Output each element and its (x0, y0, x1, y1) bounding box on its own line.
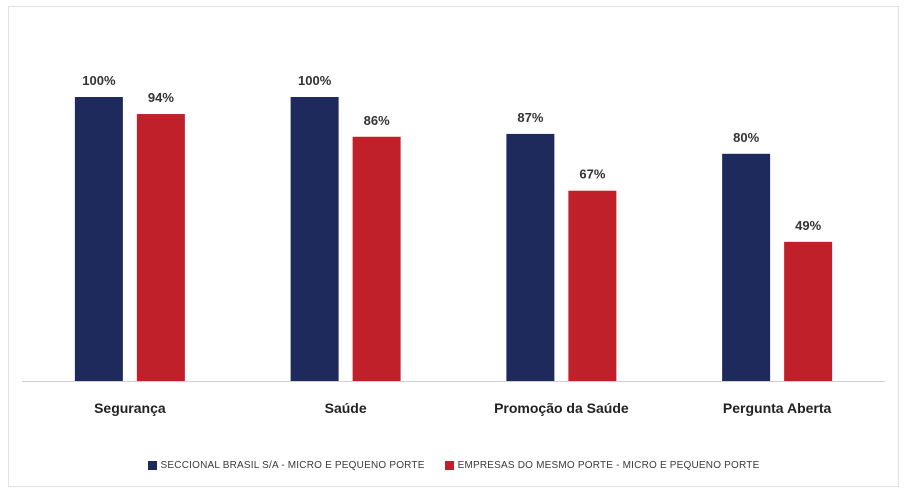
legend-swatch-2 (444, 461, 454, 470)
bar-series-2-3 (568, 190, 617, 381)
data-label-series-2-2: 86% (364, 113, 390, 128)
legend-label-2: EMPRESAS DO MESMO PORTE - MICRO E PEQUEN… (457, 460, 760, 471)
data-label-series-2-4: 49% (795, 218, 821, 233)
legend-item-1: SECCIONAL BRASIL S/A - MICRO E PEQUENO P… (147, 460, 425, 471)
bar-series-1-2 (290, 97, 339, 381)
bar-series-1-3 (506, 133, 555, 381)
chart-legend: SECCIONAL BRASIL S/A - MICRO E PEQUENO P… (0, 460, 907, 471)
data-label-series-2-1: 94% (148, 90, 174, 105)
bar-series-2-2 (352, 136, 401, 381)
x-tick-label-1: Segurança (94, 400, 166, 416)
chart-frame (8, 6, 899, 487)
data-label-series-1-4: 80% (733, 130, 759, 145)
data-label-series-2-3: 67% (579, 167, 605, 182)
legend-label-1: SECCIONAL BRASIL S/A - MICRO E PEQUENO P… (160, 460, 425, 471)
data-label-series-1-3: 87% (517, 110, 543, 125)
bar-series-2-4 (784, 241, 833, 381)
x-tick-label-2: Saúde (325, 400, 367, 416)
data-label-series-1-1: 100% (82, 73, 116, 88)
x-tick-label-3: Promoção da Saúde (494, 400, 629, 416)
bar-series-1-4 (722, 153, 771, 381)
x-tick-label-4: Pergunta Aberta (723, 400, 832, 416)
legend-swatch-1 (147, 461, 157, 470)
bar-series-1-1 (74, 97, 123, 381)
data-label-series-1-2: 100% (298, 73, 332, 88)
legend-item-2: EMPRESAS DO MESMO PORTE - MICRO E PEQUEN… (444, 460, 760, 471)
bar-series-2-1 (136, 114, 185, 381)
